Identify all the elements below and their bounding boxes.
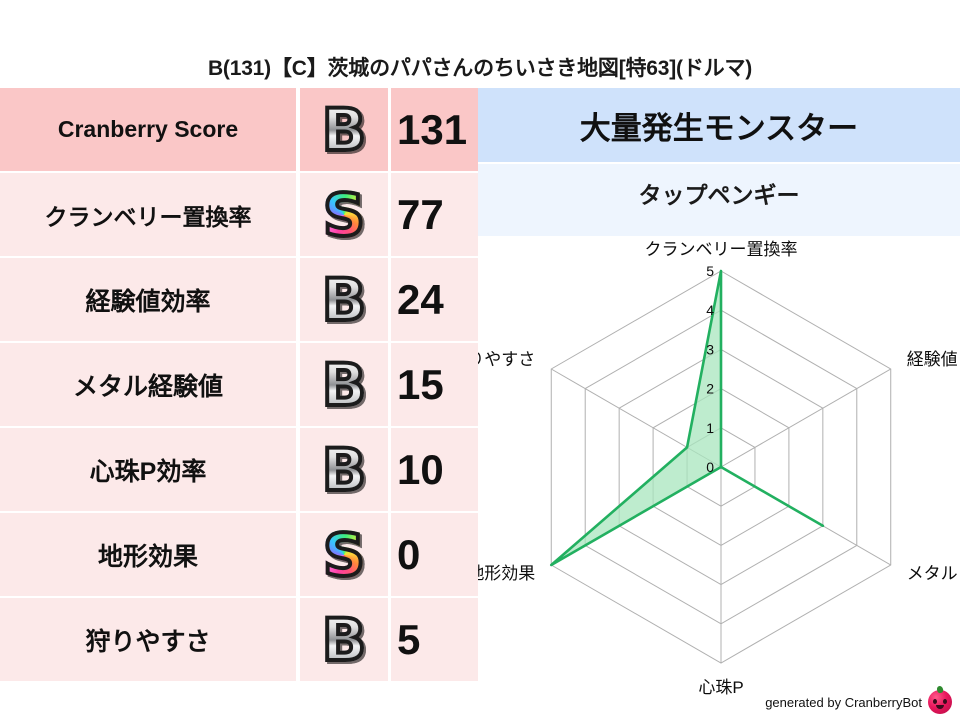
radar-tick-label: 4 — [706, 302, 714, 318]
stat-value: 10 — [391, 428, 478, 511]
stat-label: 心珠P効率 — [0, 428, 296, 511]
radar-data-polygon — [549, 269, 825, 567]
stat-label: Cranberry Score — [0, 88, 296, 171]
berry-eye-left-icon — [933, 699, 937, 704]
table-row: Cranberry Score B 131 — [0, 88, 478, 171]
monster-panel-header: 大量発生モンスター — [478, 88, 960, 162]
rank-badge-cell: S — [300, 513, 388, 596]
rank-badge-cell: B — [300, 258, 388, 341]
radar-axis-label: メタル — [907, 564, 958, 583]
radar-spoke — [720, 368, 891, 468]
radar-axis-label: 狩りやすさ — [478, 350, 535, 369]
rank-badge-cell: B — [300, 598, 388, 681]
stat-label: メタル経験値 — [0, 343, 296, 426]
cranberry-bot-logo-icon — [928, 690, 952, 714]
berry-mouth-icon — [936, 705, 944, 709]
stat-label: クランベリー置換率 — [0, 173, 296, 256]
stat-value: 24 — [391, 258, 478, 341]
footer-text: generated by CranberryBot — [765, 694, 922, 710]
radar-tick-label: 1 — [706, 420, 714, 436]
stats-table: Cranberry Score B 131 クランベリー置換率 S 77 経験値効率 B 24 メ… — [0, 88, 478, 683]
rank-badge-cell: B — [300, 343, 388, 426]
table-row: 経験値効率 B 24 — [0, 258, 478, 341]
rank-badge-cell: S — [300, 173, 388, 256]
radar-axis-label: 心珠P — [698, 678, 743, 696]
rank-b-icon: B — [320, 435, 368, 504]
footer: generated by CranberryBot — [765, 690, 952, 714]
berry-eye-right-icon — [943, 699, 947, 704]
table-row: クランベリー置換率 S 77 — [0, 173, 478, 256]
rank-badge-cell: B — [300, 88, 388, 171]
rank-b-icon: B — [320, 605, 368, 674]
radar-tick-label: 3 — [706, 341, 714, 357]
radar-tick-label: 2 — [706, 381, 714, 397]
radar-axis-label: 経験値 — [907, 350, 958, 369]
stat-label: 狩りやすさ — [0, 598, 296, 681]
stat-label: 経験値効率 — [0, 258, 296, 341]
page-title: B(131)【C】茨城のパパさんのちいさき地図[特63](ドルマ) — [207, 57, 753, 80]
stat-label: 地形効果 — [0, 513, 296, 596]
rank-b-icon: B — [320, 350, 368, 419]
rank-badge-cell: B — [300, 428, 388, 511]
table-row: メタル経験値 B 15 — [0, 343, 478, 426]
table-row: 心珠P効率 B 10 — [0, 428, 478, 511]
table-row: 地形効果 S 0 — [0, 513, 478, 596]
radar-axis-label: クランベリー置換率 — [645, 240, 798, 259]
monster-name: タップペンギー — [478, 164, 960, 236]
radar-axis-label: 地形効果 — [478, 564, 535, 583]
rank-s-icon: S — [321, 520, 367, 589]
stat-value: 0 — [391, 513, 478, 596]
table-row: 狩りやすさ B 5 — [0, 598, 478, 681]
monster-panel: 大量発生モンスター タップペンギー — [478, 88, 960, 236]
rank-b-icon: B — [320, 95, 368, 164]
stat-value: 131 — [391, 88, 478, 171]
rank-b-icon: B — [320, 265, 368, 334]
radar-tick-label: 0 — [706, 459, 714, 475]
rank-s-icon: S — [321, 180, 367, 249]
radar-tick-label: 5 — [706, 263, 714, 279]
stat-value: 15 — [391, 343, 478, 426]
stat-value: 77 — [391, 173, 478, 256]
stat-value: 5 — [391, 598, 478, 681]
